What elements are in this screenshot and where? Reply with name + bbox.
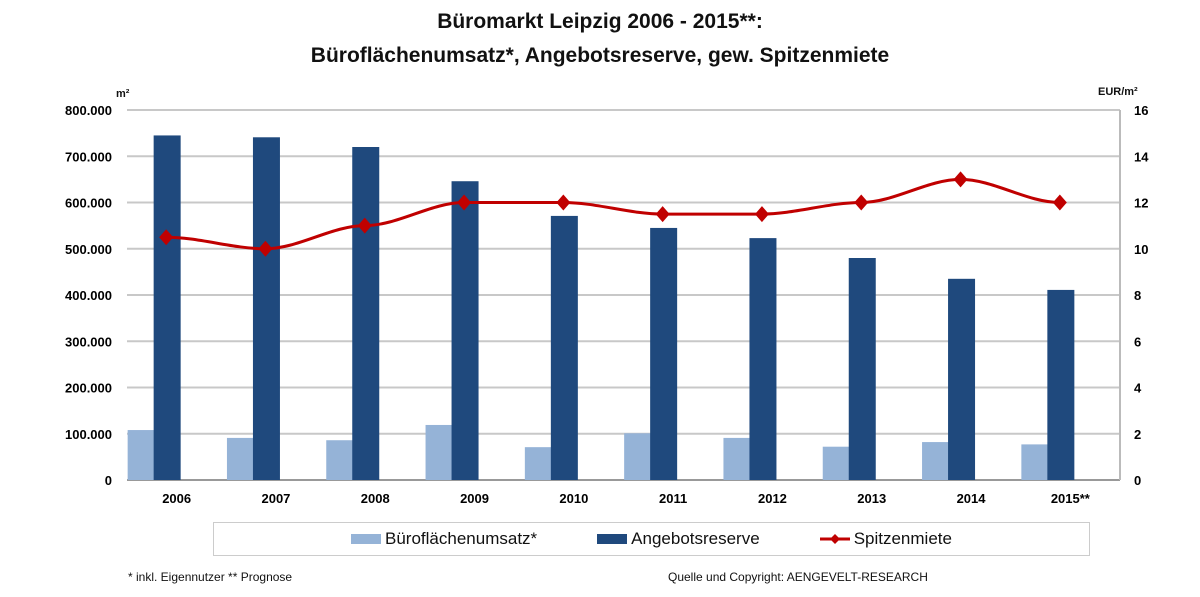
- x-tick-label: 2013: [857, 491, 886, 506]
- y-tick-label: 500.000: [65, 242, 112, 257]
- bar-angebotsreserve: [948, 278, 976, 480]
- x-tick-label: 2007: [261, 491, 290, 506]
- legend-swatch: [351, 534, 382, 544]
- legend: Büroflächenumsatz* Angebotsreserve Spitz…: [213, 522, 1090, 556]
- bar-bueroflaechenumsatz: [226, 437, 254, 480]
- footnote-source: Quelle und Copyright: AENGEVELT-RESEARCH: [668, 570, 928, 584]
- x-tick-label: 2015**: [1051, 491, 1091, 506]
- bar-angebotsreserve: [252, 137, 280, 480]
- point-spitzenmiete: [457, 194, 472, 211]
- y2-tick-label: 14: [1134, 149, 1149, 164]
- x-tick-label: 2012: [758, 491, 787, 506]
- y2-axis-label: EUR/m²: [1098, 86, 1138, 98]
- x-tick-label: 2009: [460, 491, 489, 506]
- legend-swatch: [597, 534, 628, 544]
- y-tick-label: 200.000: [65, 381, 112, 396]
- x-tick-label: 2011: [659, 491, 687, 506]
- bar-bueroflaechenumsatz: [127, 430, 155, 480]
- bar-bueroflaechenumsatz: [326, 440, 354, 480]
- bar-bueroflaechenumsatz: [1021, 444, 1049, 480]
- y2-tick-label: 0: [1134, 473, 1141, 488]
- bar-angebotsreserve: [153, 135, 181, 480]
- y2-tick-label: 2: [1134, 427, 1141, 442]
- y-tick-label: 100.000: [65, 427, 112, 442]
- x-tick-label: 2006: [162, 491, 191, 506]
- chart-title: Büromarkt Leipzig 2006 - 2015**:: [437, 10, 763, 33]
- bar-angebotsreserve: [650, 227, 678, 480]
- bar-bueroflaechenumsatz: [425, 424, 453, 480]
- legend-label: Spitzenmiete: [853, 529, 952, 548]
- point-spitzenmiete: [754, 206, 769, 223]
- legend-item-spitzenmiete: Spitzenmiete: [819, 529, 952, 549]
- point-spitzenmiete: [953, 171, 968, 188]
- legend-item-umsatz: Büroflächenumsatz*: [351, 529, 537, 549]
- y2-tick-label: 6: [1134, 334, 1141, 349]
- y2-tick-label: 12: [1134, 196, 1148, 211]
- bar-angebotsreserve: [1047, 289, 1075, 480]
- bar-angebotsreserve: [848, 258, 876, 480]
- y2-tick-label: 16: [1134, 103, 1148, 118]
- y-tick-label: 300.000: [65, 334, 112, 349]
- bar-angebotsreserve: [749, 238, 777, 480]
- chart-subtitle: Büroflächenumsatz*, Angebotsreserve, gew…: [310, 44, 890, 67]
- point-spitzenmiete: [1052, 194, 1067, 211]
- legend-label: Angebotsreserve: [631, 529, 760, 548]
- y-axis-label: m²: [116, 88, 130, 100]
- x-tick-label: 2008: [361, 491, 390, 506]
- y-tick-label: 600.000: [65, 196, 112, 211]
- x-tick-label: 2014: [957, 491, 987, 506]
- point-spitzenmiete: [357, 217, 372, 234]
- bar-bueroflaechenumsatz: [524, 447, 552, 480]
- y2-tick-label: 10: [1134, 242, 1148, 257]
- bar-angebotsreserve: [352, 147, 380, 480]
- point-spitzenmiete: [655, 206, 670, 223]
- y-tick-label: 800.000: [65, 103, 112, 118]
- legend-label: Büroflächenumsatz*: [385, 529, 538, 548]
- bar-angebotsreserve: [451, 181, 479, 480]
- y-tick-label: 700.000: [65, 149, 112, 164]
- y2-tick-label: 4: [1134, 381, 1142, 396]
- line-spitzenmiete: [166, 177, 1060, 251]
- bar-bueroflaechenumsatz: [723, 437, 751, 480]
- bar-bueroflaechenumsatz: [922, 442, 950, 480]
- bar-bueroflaechenumsatz: [822, 446, 850, 480]
- legend-line-marker: [819, 534, 850, 544]
- x-tick-label: 2010: [559, 491, 588, 506]
- legend-item-angebotsreserve: Angebotsreserve: [597, 529, 760, 549]
- y2-tick-label: 8: [1134, 288, 1141, 303]
- point-spitzenmiete: [556, 194, 571, 211]
- point-spitzenmiete: [854, 194, 869, 211]
- chart-canvas: 0 100.000 200.000 300.000 400.000 500.000 600.…: [65, 103, 1149, 506]
- bar-angebotsreserve: [550, 215, 578, 480]
- bar-bueroflaechenumsatz: [624, 433, 652, 480]
- point-spitzenmiete: [258, 240, 273, 257]
- footnote-left: * inkl. Eigennutzer ** Prognose: [128, 570, 293, 584]
- y-tick-label: 0: [105, 473, 112, 488]
- point-spitzenmiete: [159, 229, 174, 246]
- y-tick-label: 400.000: [65, 288, 112, 303]
